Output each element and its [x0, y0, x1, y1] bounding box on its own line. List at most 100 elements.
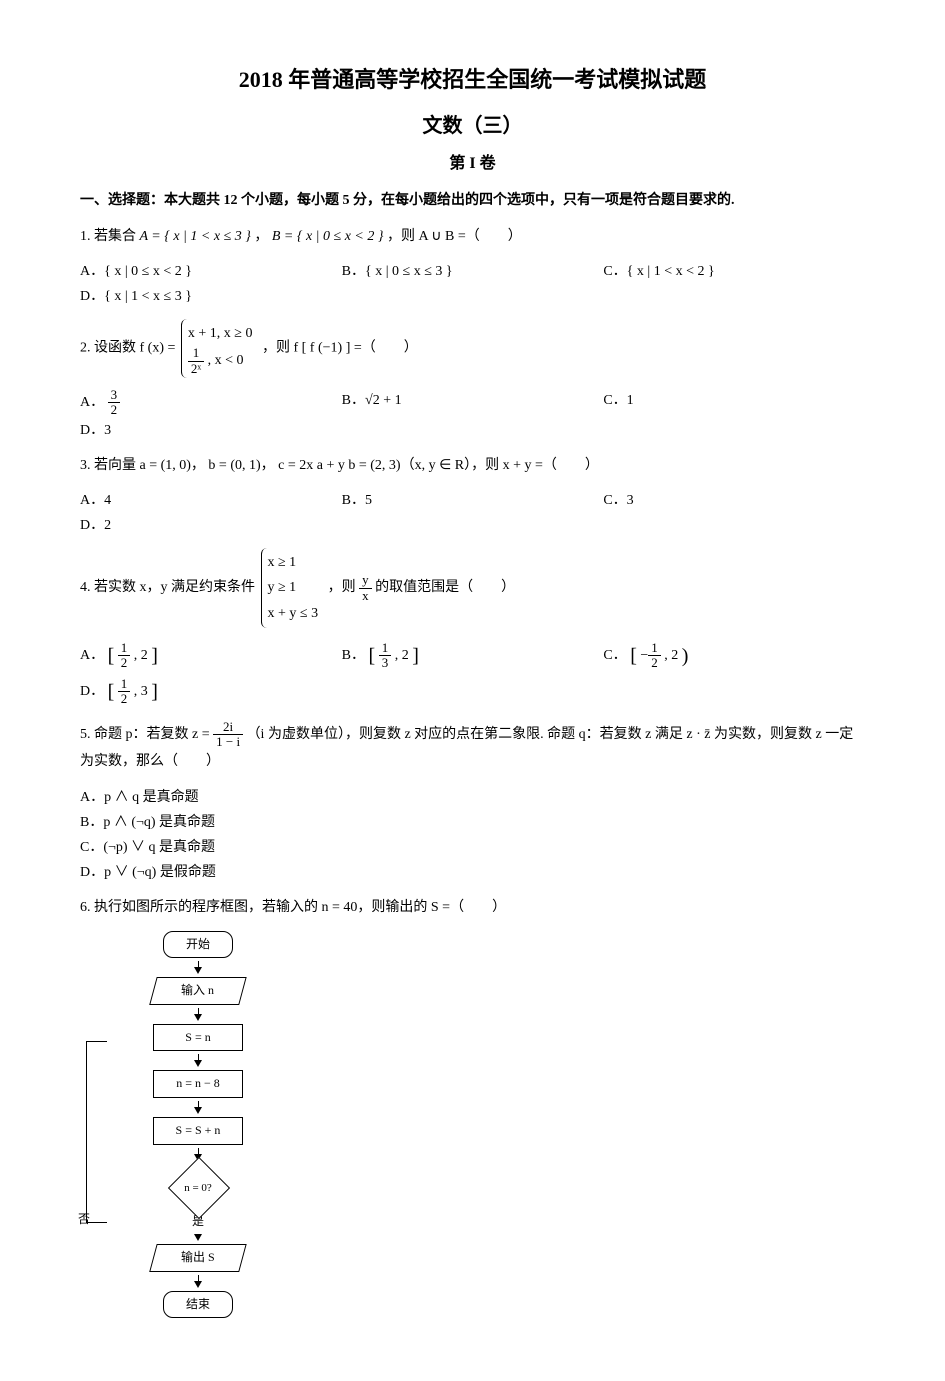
q4-a-pre: A．: [80, 648, 104, 663]
page-subtitle: 文数（三）: [80, 108, 865, 144]
q4-d-lfrac: 12: [118, 677, 131, 707]
q5-option-a: A．p ∧ q 是真命题: [80, 785, 865, 810]
q4-c-pre: C．: [603, 648, 626, 663]
q4-b-pre: B．: [342, 648, 365, 663]
q2-piece2: 1 2ˣ , x < 0: [188, 346, 253, 376]
arrow-down-icon: [194, 1281, 202, 1288]
q3-option-a: A．4: [80, 488, 342, 513]
flow-output: 输出 S: [149, 1244, 246, 1272]
flowchart: 否 开始 输入 n S = n n = n − 8 S = S + n n = …: [80, 931, 288, 1319]
q5-options: A．p ∧ q 是真命题 B．p ∧ (¬q) 是真命题 C．(¬p) ∨ q …: [80, 785, 865, 886]
q2-option-d: D．3: [80, 418, 865, 443]
q4-frac: y x: [359, 573, 372, 603]
flow-step-1: S = n: [153, 1024, 243, 1052]
q4-d-lden: 2: [118, 692, 131, 706]
q2-piece2-den: 2ˣ: [188, 362, 204, 376]
q4-b-lfrac: 13: [379, 641, 392, 671]
q2-options: A． 3 2 B．√2 + 1 C．1 D．3: [80, 388, 865, 443]
arrow-down-icon: [194, 1234, 202, 1241]
q4-c3: x + y ≤ 3: [268, 601, 319, 626]
flow-output-text: 输出 S: [181, 1247, 215, 1269]
q3-option-b: B．5: [342, 488, 604, 513]
q4-frac-den: x: [359, 589, 372, 603]
q4-c1: x ≥ 1: [268, 550, 319, 575]
q2-a-pre: A．: [80, 395, 104, 410]
q4-d-r: 3: [141, 684, 148, 699]
bracket-icon: ]: [412, 645, 419, 667]
question-4: 4. 若实数 x，y 满足约束条件 x ≥ 1 y ≥ 1 x + y ≤ 3 …: [80, 548, 865, 628]
question-6: 6. 执行如图所示的程序框图，若输入的 n = 40，则输出的 S =（ ）: [80, 895, 865, 920]
q1-comma: ，: [254, 229, 268, 244]
q4-c-lfrac: 12: [648, 641, 661, 671]
flow-no-label: 否: [78, 1209, 90, 1231]
bracket-icon: ): [682, 645, 689, 667]
q4-c2: y ≥ 1: [268, 575, 319, 600]
arrow-down-icon: [194, 1107, 202, 1114]
q3-option-d: D．2: [80, 513, 865, 538]
q4-stem-mid: ，则: [328, 580, 360, 595]
q4-b-lnum: 1: [379, 641, 392, 656]
q2-stem-post: ，则 f [ f (−1) ] =（ ）: [262, 341, 418, 356]
q1-option-a: A．{ x | 0 ≤ x < 2 }: [80, 259, 342, 284]
q2-piecewise: x + 1, x ≥ 0 1 2ˣ , x < 0: [181, 319, 259, 378]
q4-options: A． [ 12 , 2 ] B． [ 13 , 2 ] C． [ −12 , 2…: [80, 638, 865, 710]
q5-stem-pre: 5. 命题 p：若复数 z =: [80, 727, 213, 742]
arrow-down-icon: [194, 1060, 202, 1067]
q4-frac-num: y: [359, 573, 372, 588]
q3-option-c: C．3: [603, 488, 865, 513]
q1-options: A．{ x | 0 ≤ x < 2 } B．{ x | 0 ≤ x ≤ 3 } …: [80, 259, 865, 309]
q4-option-a: A． [ 12 , 2 ]: [80, 638, 342, 674]
q1-stem-post: ，则 A ∪ B =（ ）: [387, 229, 522, 244]
q2-a-num: 3: [108, 388, 121, 403]
q4-c-r: 2: [671, 648, 678, 663]
bracket-icon: ]: [151, 681, 158, 703]
q2-stem-pre: 2. 设函数 f (x) =: [80, 341, 179, 356]
question-2: 2. 设函数 f (x) = x + 1, x ≥ 0 1 2ˣ , x < 0…: [80, 319, 865, 378]
q4-a-lfrac: 12: [118, 641, 131, 671]
bracket-icon: [: [369, 645, 376, 667]
q5-frac-den: 1 − i: [213, 735, 243, 749]
flow-decision-text: n = 0?: [168, 1179, 228, 1199]
q4-a-r: 2: [141, 648, 148, 663]
flow-end: 结束: [163, 1291, 233, 1319]
q1-option-c: C．{ x | 1 < x < 2 }: [603, 259, 865, 284]
page-title: 2018 年普通高等学校招生全国统一考试模拟试题: [80, 60, 865, 100]
q4-option-c: C． [ −12 , 2 ): [603, 638, 865, 674]
q2-piece2-cond: , x < 0: [208, 353, 244, 368]
question-5: 5. 命题 p：若复数 z = 2i 1 − i （i 为虚数单位），则复数 z…: [80, 720, 865, 775]
q4-c-lnum: 1: [648, 641, 661, 656]
q2-a-frac: 3 2: [108, 388, 121, 418]
arrow-down-icon: [194, 967, 202, 974]
q4-c-neg: −: [640, 648, 648, 663]
q2-piece2-num: 1: [188, 346, 204, 361]
arrow-down-icon: [194, 1014, 202, 1021]
q5-zbar: z̄: [704, 727, 710, 742]
flow-input: 输入 n: [149, 977, 246, 1005]
q4-option-d: D． [ 12 , 3 ]: [80, 674, 865, 710]
q1-setA: A = { x | 1 < x ≤ 3 }: [140, 229, 251, 244]
q2-option-c: C．1: [603, 388, 865, 418]
q1-setB: B = { x | 0 ≤ x < 2 }: [272, 229, 384, 244]
q2-piece1: x + 1, x ≥ 0: [188, 321, 253, 346]
q4-a-lnum: 1: [118, 641, 131, 656]
q4-d-pre: D．: [80, 684, 104, 699]
q5-option-b: B．p ∧ (¬q) 是真命题: [80, 810, 865, 835]
q4-c-lden: 2: [648, 656, 661, 670]
q5-option-d: D．p ∨ (¬q) 是假命题: [80, 860, 865, 885]
q4-b-r: 2: [402, 648, 409, 663]
q5-frac-num: 2i: [213, 720, 243, 735]
bracket-icon: [: [108, 645, 115, 667]
q5-frac: 2i 1 − i: [213, 720, 243, 750]
bracket-icon: ]: [151, 645, 158, 667]
flow-loop-line: [86, 1041, 107, 1223]
flow-decision: n = 0?: [168, 1167, 228, 1207]
q4-stem-pre: 4. 若实数 x，y 满足约束条件: [80, 580, 259, 595]
q1-stem-pre: 1. 若集合: [80, 229, 140, 244]
q5-option-c: C．(¬p) ∨ q 是真命题: [80, 835, 865, 860]
q4-b-lden: 3: [379, 656, 392, 670]
flow-step-3: S = S + n: [153, 1117, 243, 1145]
bracket-icon: [: [630, 645, 637, 667]
q4-stem-post: 的取值范围是（ ）: [375, 580, 515, 595]
q4-d-lnum: 1: [118, 677, 131, 692]
flow-input-text: 输入 n: [181, 980, 214, 1002]
